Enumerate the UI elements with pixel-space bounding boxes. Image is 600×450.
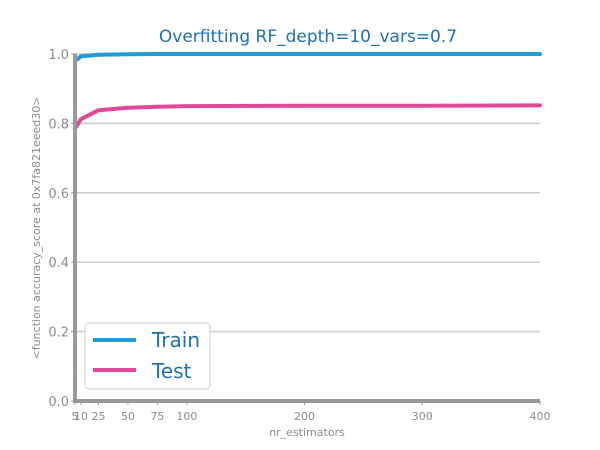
y-tick-label-0: 0.0 xyxy=(48,395,69,410)
x-tick-label-7: 300 xyxy=(412,410,433,423)
legend: Train Test xyxy=(84,322,211,390)
series-lines xyxy=(73,52,542,131)
x-tick-label-3: 50 xyxy=(121,410,135,423)
y-tick-label-4: 0.8 xyxy=(48,117,69,132)
series-line-test xyxy=(73,103,542,131)
x-tick-label-0: 5 xyxy=(72,410,79,423)
x-axis-ticks: 510 25 50 75 100 200 300 400 xyxy=(72,401,551,423)
y-tick-label-1: 0.2 xyxy=(48,326,69,341)
x-tick-label-1: 10 xyxy=(74,410,88,423)
x-axis-label: nr_estimators xyxy=(269,426,345,439)
y-axis-label: <function accuracy_score at 0x7fa821eeed… xyxy=(30,97,43,360)
x-tick-label-8: 400 xyxy=(530,410,551,423)
y-tick-label-3: 0.6 xyxy=(48,187,69,202)
x-tick-label-2: 25 xyxy=(92,410,106,423)
legend-label-train: Train xyxy=(151,328,200,352)
chart-title: Overfitting RF_depth=10_vars=0.7 xyxy=(159,27,457,47)
legend-label-test: Test xyxy=(151,359,192,383)
x-tick-label-5: 100 xyxy=(176,410,197,423)
y-axis-ticks: 0.0 0.2 0.4 0.6 0.8 1.0 xyxy=(48,48,75,410)
grid-lines xyxy=(75,53,540,333)
y-tick-label-2: 0.4 xyxy=(48,256,69,271)
series-line-train xyxy=(73,52,542,63)
x-tick-label-4: 75 xyxy=(150,410,164,423)
y-tick-label-5: 1.0 xyxy=(48,48,69,63)
x-tick-label-6: 200 xyxy=(294,410,315,423)
